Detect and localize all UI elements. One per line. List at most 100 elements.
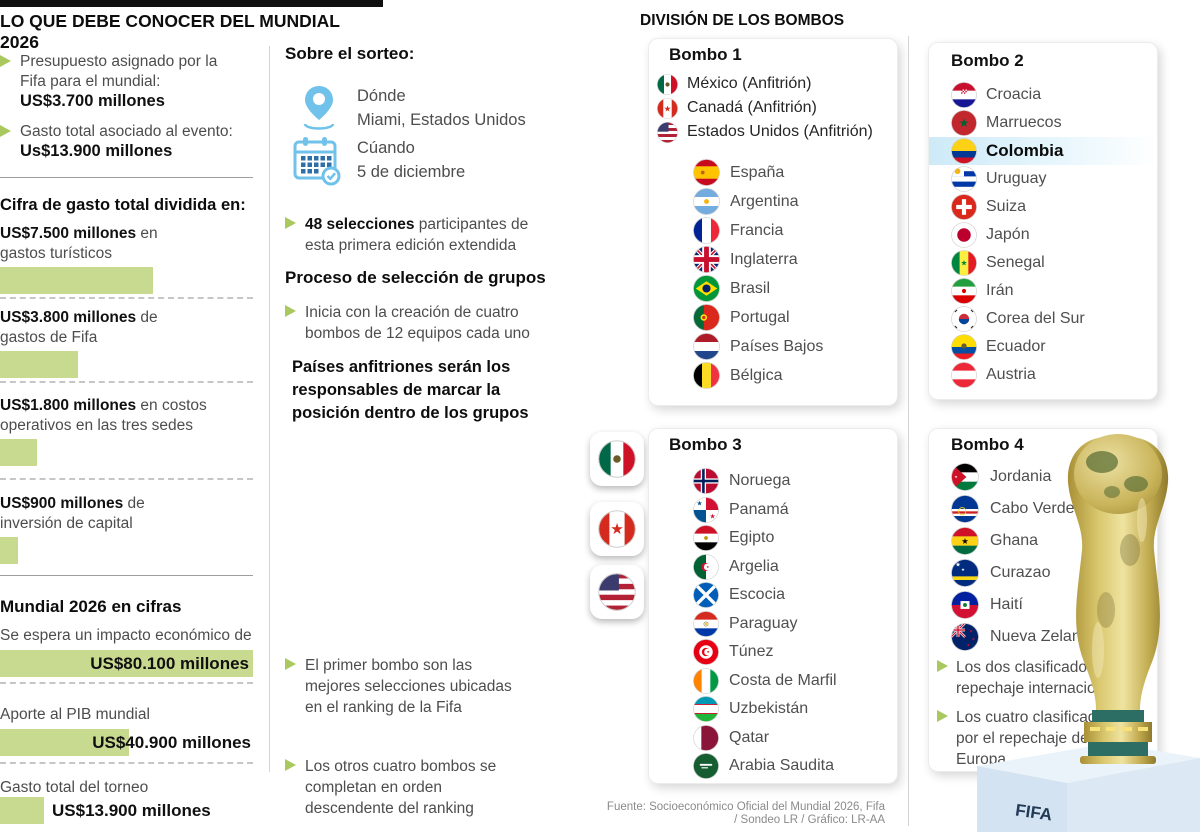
flag-japan-icon [951,222,977,248]
flag-saudiarabia-icon [693,753,719,780]
bullet-arrow-icon [285,217,296,229]
flag-austria-icon [951,362,977,388]
team-row-ivorycoast: Costa de Marfil [693,667,887,696]
spending-item-label2: operativos en las tres sedes [0,417,193,434]
separator [0,177,253,178]
spending-item-label: US$7.500 millones en [0,224,253,244]
bullet-arrow-icon [285,658,296,670]
team-row-mexico: México (Anfitrión) [657,72,887,96]
pots-creation-text: Inicia con la creación de cuatro bombos … [305,304,530,342]
pot-4-teams: ★ Jordania Cabo Verde ★ Ghana ★ ★ Curazao Haití ★… [951,461,1148,653]
spending-item-1: US$7.500 millones en gastos turísticos [0,224,253,294]
bullet-arrow-icon [0,125,11,137]
flag-egypt-icon [693,525,719,552]
pot-1-hosts: México (Anfitrión) ★ Canadá (Anfitrión) Est… [657,72,887,144]
flag-qatar-icon [693,724,719,751]
dashed-separator [0,297,253,299]
flag-southkorea-icon [951,306,977,332]
team-row-panama: ★ ★ Panamá [693,496,887,525]
page-title: LO QUE DEBE CONOCER DEL MUNDIAL 2026 [0,11,340,52]
flag-colombia-icon [951,138,977,164]
figures-item-label: Se espera un impacto económico de [0,627,252,644]
figures-item-value: US$40.900 millones [92,733,251,752]
svg-text:★: ★ [709,512,715,520]
figures-item-bar-row: US$80.100 millones [0,650,253,677]
team-name: Croacia [986,86,1042,103]
figures-item-1: Se espera un impacto económico de US$80.1… [0,626,253,677]
spending-item-bold: US$7.500 millones [0,225,137,242]
team-row-iran: Irán [951,277,1148,305]
team-name: Qatar [729,728,770,746]
flag-morocco-icon: ★ [951,110,977,136]
bullet-arrow-icon [285,759,296,771]
flag-canada-icon: ★ [657,97,678,119]
team-name: Ghana [990,532,1039,549]
flag-ivorycoast-icon [693,667,719,694]
team-row-ecuador: Ecuador [951,333,1148,361]
calendar-icon [292,134,342,191]
flag-brazil-icon [693,275,720,302]
spending-item-rest: en costos [136,397,207,414]
figures-bar-chart: Se espera un impacto económico de US$80.1… [0,626,253,832]
host-flag-card [590,565,644,619]
location-pin-icon [296,82,342,135]
spending-item-bar [0,537,19,564]
spending-item-label: US$900 millones de [0,494,253,514]
source-line-1: Fuente: Socioeconómico Oficial del Mundi… [606,801,885,813]
flag-argentina-icon [693,188,720,215]
team-name: Argentina [730,192,799,210]
team-row-saudiarabia: Arabia Saudita [693,752,887,781]
flag-england-icon [693,246,720,273]
figures-item-label: Gasto total del torneo [0,779,149,796]
first-pot-text: El primer bombo son las mejores seleccio… [305,657,512,716]
team-name: Uzbekistán [729,700,809,718]
pots-section-heading: DIVISIÓN DE LOS BOMBOS [640,12,845,29]
spending-item-label2: gastos de Fifa [0,329,98,346]
spending-item-bar [0,351,78,378]
spending-item-label: US$3.800 millones de [0,308,253,328]
pot-2-title: Bombo 2 [951,51,1024,70]
svg-text:★: ★ [969,628,973,634]
flag-usa-icon [657,121,678,143]
bullet-arrow-icon [937,710,948,722]
flag-scotland-icon [693,582,719,609]
spending-item-bar [0,439,37,466]
spending-item-label2: inversión de capital [0,515,133,532]
flag-france-icon [693,217,720,244]
team-name: Jordania [990,468,1052,485]
team-row-belgium: Bélgica [693,361,887,390]
spending-item-rest: en [136,225,158,242]
flag-senegal-icon: ★ [951,250,977,276]
team-name: Austria [986,366,1036,383]
team-row-austria: Austria [951,361,1148,389]
flag-switzerland-icon [951,194,977,220]
figures-item-bar [0,729,130,756]
spending-item-rest: de [136,309,158,326]
flag-mexico-icon [598,440,636,478]
source-note: Fuente: Socioeconómico Oficial del Mundi… [540,801,885,827]
team-name: Colombia [986,141,1064,160]
team-name: Suiza [986,198,1027,215]
flag-belgium-icon [693,362,720,389]
team-row-usa: Estados Unidos (Anfitrión) [657,120,887,144]
svg-text:★: ★ [959,116,970,130]
separator [0,575,253,576]
team-name: Bélgica [730,366,783,384]
bullet-arrow-icon [937,660,948,672]
team-row-tunisia: ★ Túnez [693,638,887,667]
svg-text:★: ★ [706,650,710,654]
team-row-jordan: ★ Jordania [951,461,1148,493]
spending-item-4: US$900 millones de inversión de capital [0,494,253,564]
svg-text:★: ★ [966,642,970,647]
dashed-separator [0,762,253,764]
team-name: Ecuador [986,338,1046,355]
team-row-qatar: Qatar [693,724,887,753]
spending-item-bold: US$900 millones [0,495,124,512]
team-row-netherlands: Países Bajos [693,332,887,361]
spending-item-label2: gastos turísticos [0,245,112,262]
where-value: Miami, Estados Unidos [357,111,526,129]
pot-4-notes: Los dos clasificados al repechaje intern… [937,657,1148,770]
flag-uruguay-icon [951,166,977,192]
team-row-ghana: ★ Ghana [951,525,1148,557]
